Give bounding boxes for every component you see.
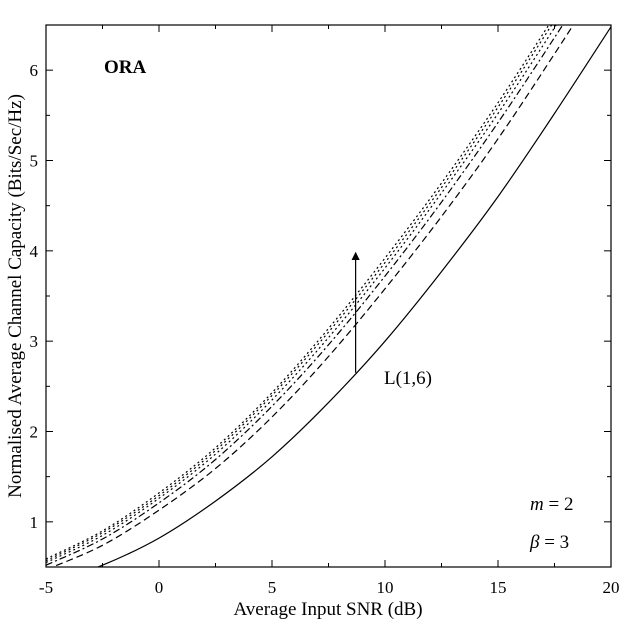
y-tick-label: 2 [30, 423, 39, 442]
beta-parameter-label: β = 3 [529, 532, 569, 553]
y-axis-label: Normalised Average Channel Capacity (Bit… [5, 94, 26, 498]
x-axis-label: Average Input SNR (dB) [233, 599, 422, 619]
series-line-3 [46, 25, 564, 566]
plot-frame [45, 24, 612, 568]
y-tick-label: 5 [30, 152, 39, 171]
m-value: = 2 [544, 494, 574, 515]
arrow-label: L(1,6) [384, 368, 432, 389]
x-tick-label: 0 [155, 578, 164, 597]
series-line-6 [46, 25, 550, 560]
x-tick-label: 10 [377, 578, 394, 597]
y-tick-label: 1 [30, 513, 39, 532]
y-tick-label: 3 [30, 332, 39, 351]
series-line-1 [96, 26, 611, 567]
m-parameter-label: m = 2 [530, 494, 573, 515]
x-tick-label: -5 [39, 578, 53, 597]
y-tick-label: 6 [30, 61, 39, 80]
x-tick-label: 5 [268, 578, 277, 597]
x-tick-label: 20 [603, 578, 620, 597]
y-axis-ticks: 1 2 3 4 5 6 [30, 24, 611, 568]
x-axis-ticks: -5 0 5 10 15 20 [39, 25, 620, 597]
series-line-2 [50, 25, 574, 567]
series-line-4 [46, 25, 557, 564]
series-line-5 [46, 25, 553, 562]
series-layer [46, 25, 611, 567]
m-variable: m [530, 494, 544, 515]
y-tick-label: 4 [30, 242, 39, 261]
panel-label: ORA [104, 57, 147, 78]
beta-variable: β [529, 532, 540, 553]
beta-value: = 3 [539, 532, 569, 553]
x-tick-label: 15 [490, 578, 507, 597]
